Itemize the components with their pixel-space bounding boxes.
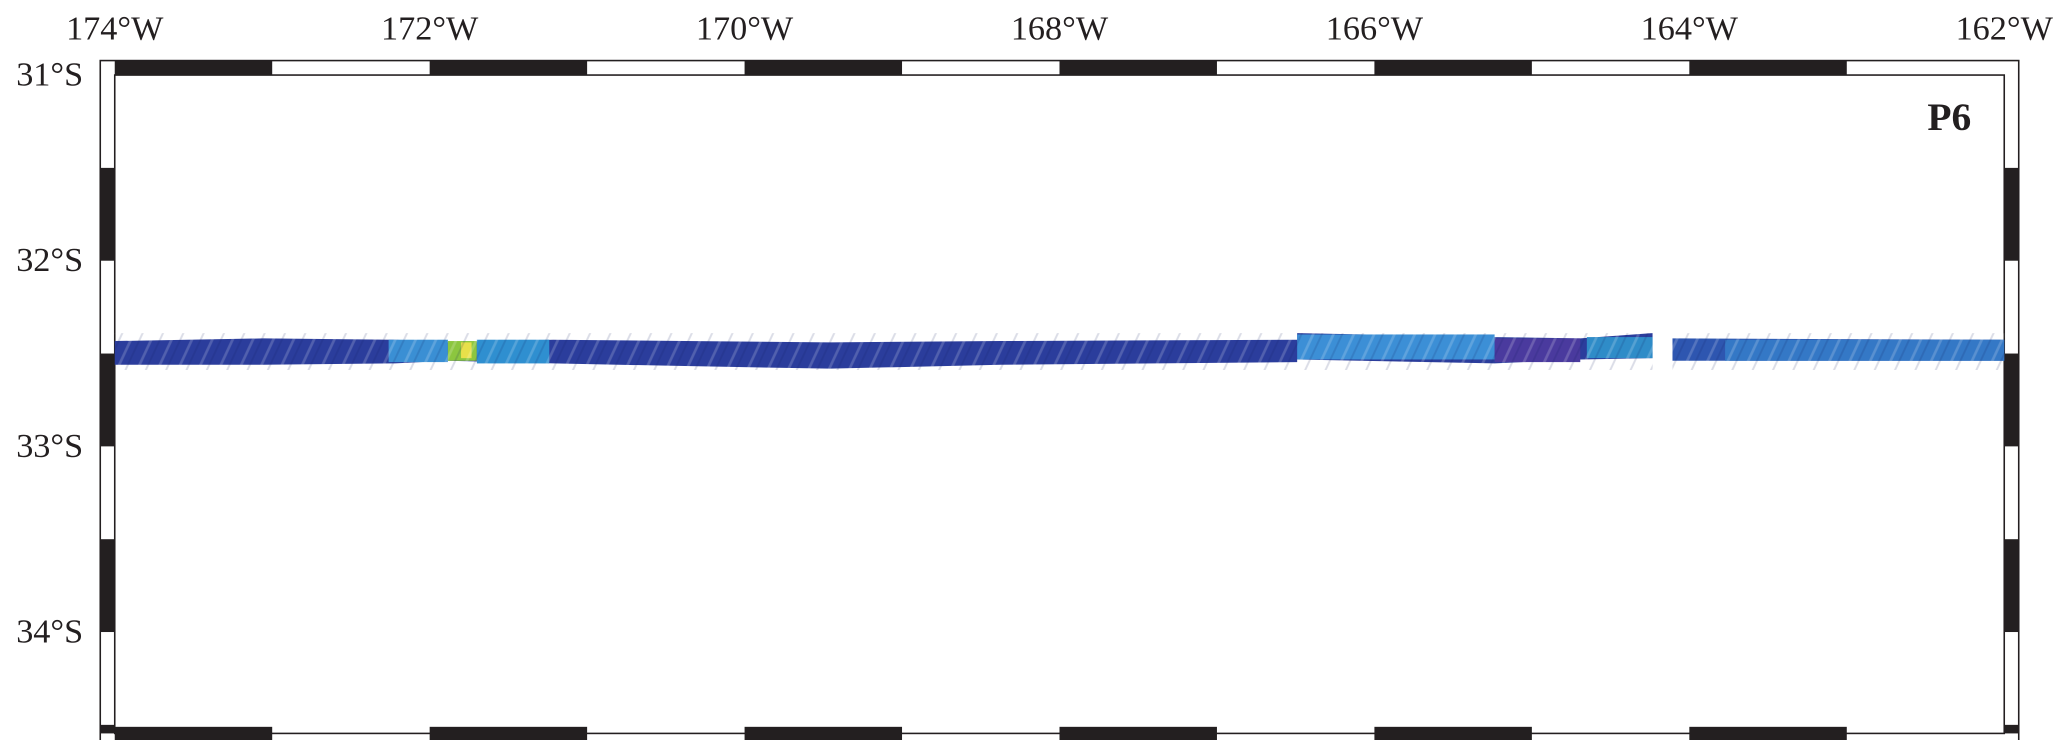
border-bar bbox=[115, 61, 272, 75]
lon-label: 164°W bbox=[1641, 9, 1739, 47]
page: P6 174°W 172°W 170°W 168°W 166°W 164°W 162°W 31… bbox=[0, 0, 2065, 740]
border-bar bbox=[1689, 727, 1846, 740]
swath-gap bbox=[1653, 329, 1673, 371]
border-bar bbox=[2004, 725, 2018, 734]
swath-track bbox=[115, 329, 2005, 371]
border-bar bbox=[1374, 727, 1531, 740]
border-bar bbox=[100, 168, 114, 261]
border-bar bbox=[745, 727, 902, 740]
lat-label: 33°S bbox=[16, 427, 83, 465]
border-bar bbox=[2004, 354, 2018, 447]
lon-label: 162°W bbox=[1956, 9, 2054, 47]
lon-label: 174°W bbox=[66, 9, 164, 47]
lat-label: 32°S bbox=[16, 241, 83, 279]
lon-label: 168°W bbox=[1011, 9, 1109, 47]
border-bar bbox=[2004, 539, 2018, 632]
lat-label: 34°S bbox=[16, 613, 83, 651]
border-bar bbox=[1689, 61, 1846, 75]
inner-border bbox=[115, 75, 2005, 733]
lon-label: 170°W bbox=[696, 9, 794, 47]
border-bar bbox=[745, 61, 902, 75]
border-bar bbox=[100, 725, 114, 734]
border-bar bbox=[430, 61, 587, 75]
map-frame bbox=[100, 61, 2018, 740]
border-bar bbox=[1059, 61, 1216, 75]
border-bar bbox=[100, 539, 114, 632]
border-bar bbox=[100, 354, 114, 447]
map: P6 174°W 172°W 170°W 168°W 166°W 164°W 162°W 31… bbox=[0, 0, 2065, 740]
border-bar bbox=[430, 727, 587, 740]
swath-texture bbox=[115, 333, 2005, 370]
border-bar bbox=[2004, 168, 2018, 261]
border-bar bbox=[1059, 727, 1216, 740]
checker-border bbox=[100, 61, 2018, 740]
outer-border bbox=[100, 61, 2018, 740]
border-bar bbox=[115, 727, 272, 740]
map-label: P6 bbox=[1927, 95, 1971, 139]
lat-label: 31°S bbox=[16, 56, 83, 94]
border-bar bbox=[1374, 61, 1531, 75]
lon-label: 172°W bbox=[381, 9, 479, 47]
lon-label: 166°W bbox=[1326, 9, 1424, 47]
